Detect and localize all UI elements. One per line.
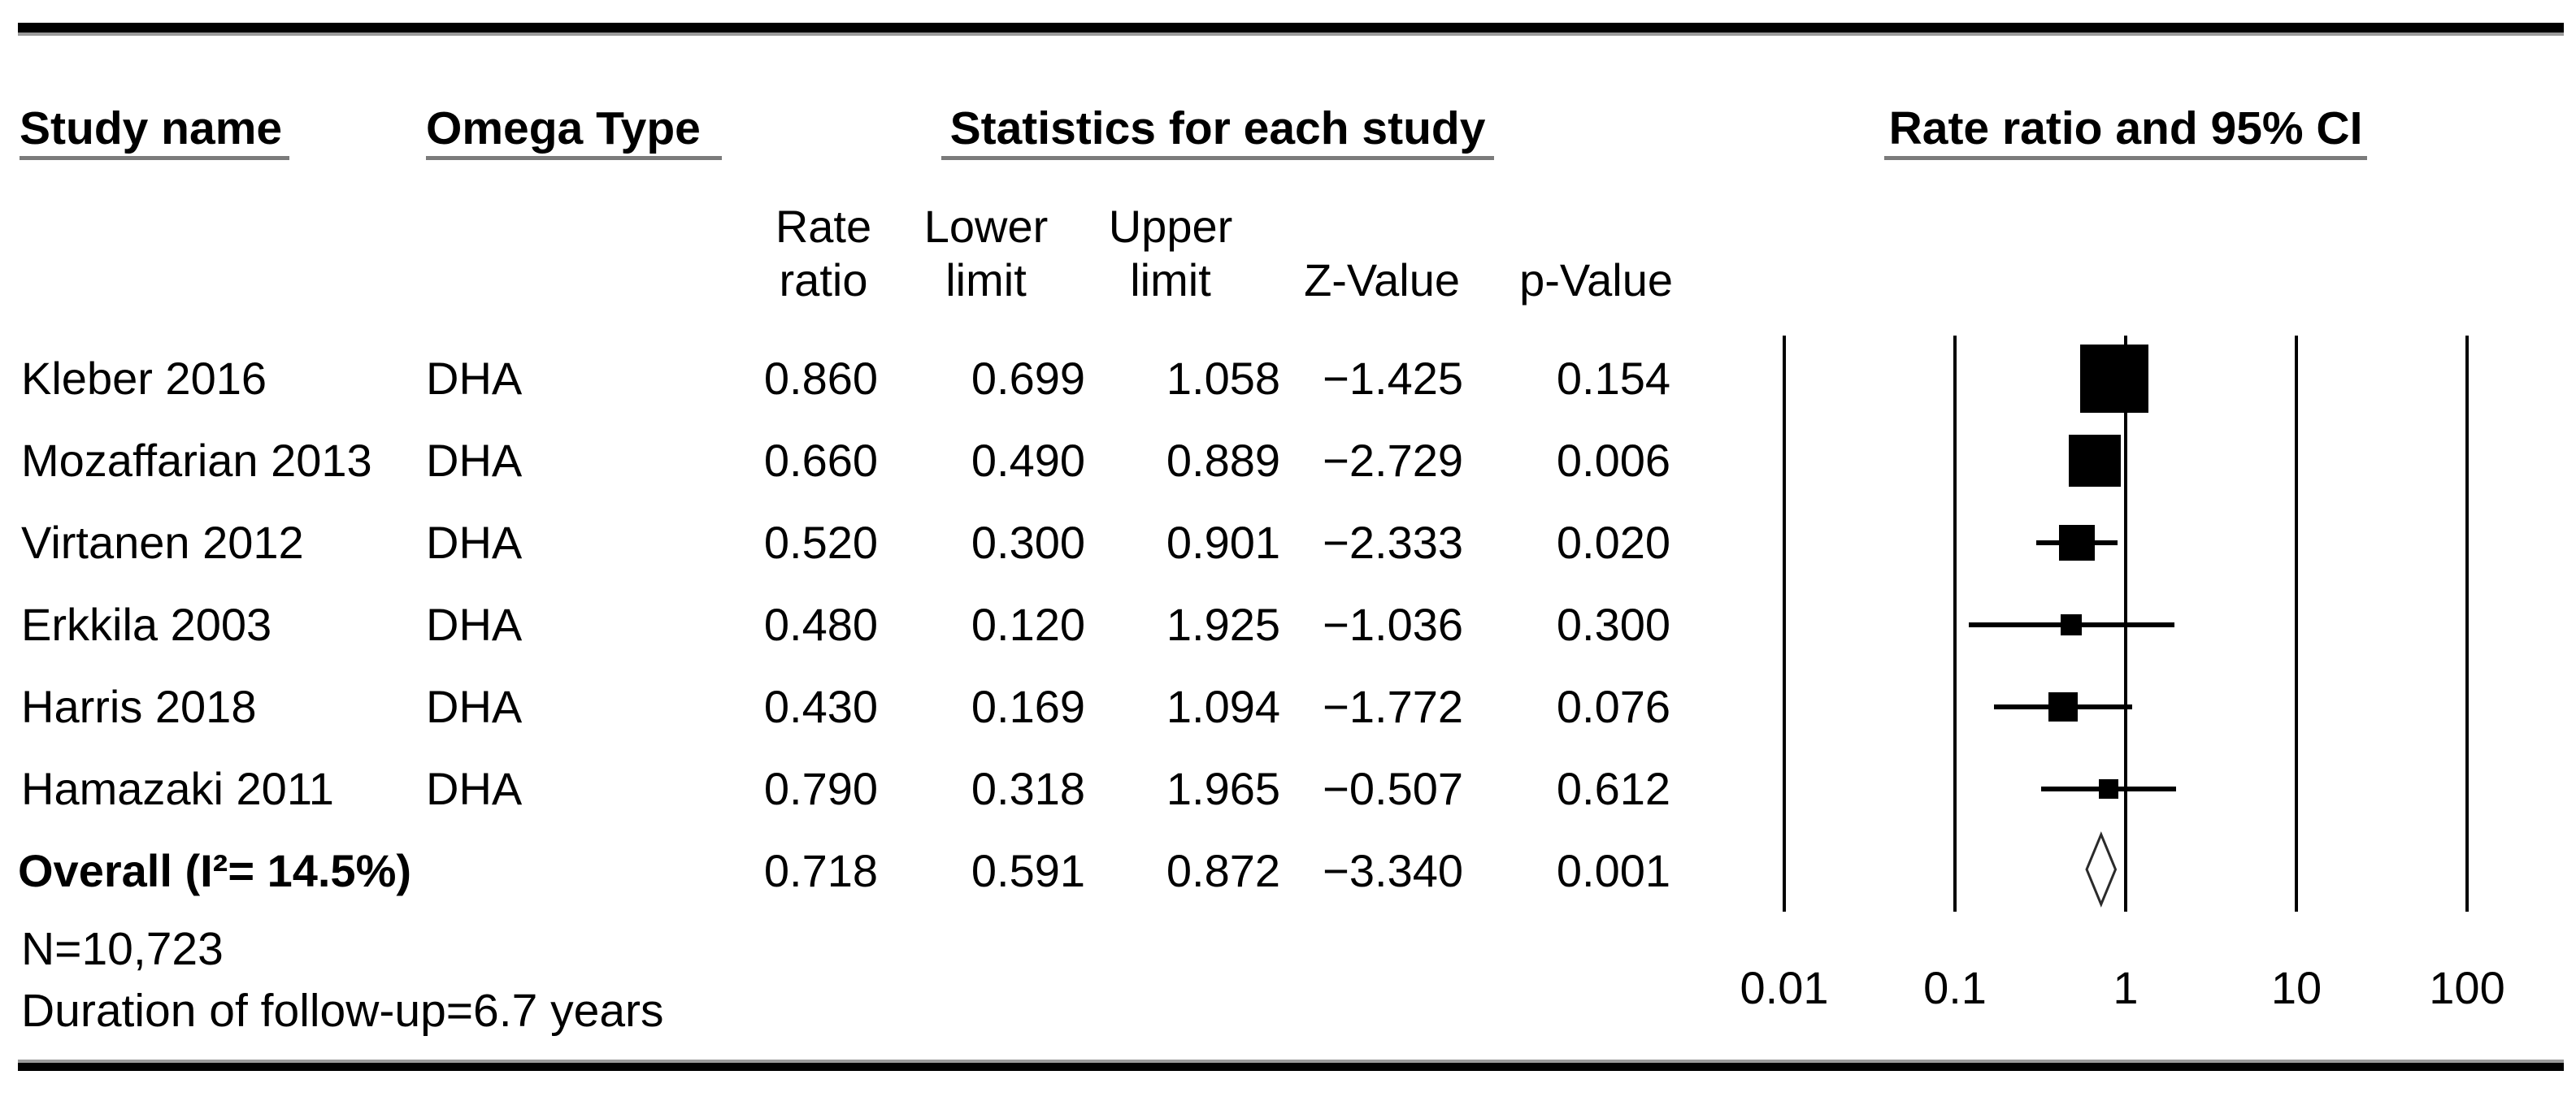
lower-limit-cell: 0.300: [971, 517, 1085, 568]
bottom-rule-shadow: [18, 1060, 2564, 1063]
axis-tick-label: 100: [2429, 962, 2505, 1013]
upper-limit-cell: 1.965: [1166, 763, 1280, 814]
subheader-lower-limit: Lower limit: [905, 200, 1067, 307]
top-rule-shadow: [18, 33, 2564, 36]
subheader-lower-limit-line2: limit: [945, 254, 1027, 306]
upper-limit-cell: 0.901: [1166, 517, 1280, 568]
study-name-cell: Harris 2018: [21, 681, 257, 732]
column-header-statistics: Statistics for each study: [941, 102, 1494, 160]
lower-limit-cell: 0.120: [971, 599, 1085, 650]
lower-limit-cell: 0.490: [971, 435, 1085, 486]
lower-limit-cell: 0.699: [971, 353, 1085, 404]
z-value-cell: −1.772: [1323, 681, 1463, 732]
p-value-cell: 0.006: [1556, 435, 1670, 486]
subheader-upper-limit-line2: limit: [1130, 254, 1211, 306]
rate-ratio-cell: 0.660: [763, 435, 878, 486]
rate-ratio-cell: 0.860: [763, 353, 878, 404]
z-value-cell: −2.729: [1323, 435, 1463, 486]
study-name-cell: Mozaffarian 2013: [21, 435, 372, 486]
column-header-omega-type: Omega Type: [426, 102, 722, 160]
column-header-plot: Rate ratio and 95% CI: [1884, 102, 2367, 160]
footer-sample-size: N=10,723: [21, 923, 224, 975]
p-value-cell: 0.300: [1556, 599, 1670, 650]
z-value-cell: −0.507: [1323, 763, 1463, 814]
axis-tick-label: 0.01: [1740, 962, 1829, 1013]
rate-ratio-cell: 0.430: [763, 681, 878, 732]
rate-ratio-cell: 0.718: [763, 845, 878, 896]
omega-type-cell: DHA: [426, 517, 523, 568]
column-header-study-name: Study name: [20, 102, 289, 160]
omega-type-cell: DHA: [426, 353, 523, 404]
omega-type-cell: DHA: [426, 681, 523, 732]
study-name-cell: Kleber 2016: [21, 353, 267, 404]
subheader-upper-limit: Upper limit: [1089, 200, 1252, 307]
omega-type-cell: DHA: [426, 599, 523, 650]
rate-ratio-cell: 0.790: [763, 763, 878, 814]
axis-tick-label: 1: [2113, 962, 2139, 1013]
rate-ratio-cell: 0.520: [763, 517, 878, 568]
z-value-cell: −2.333: [1323, 517, 1463, 568]
study-name-cell: Erkkila 2003: [21, 599, 272, 650]
lower-limit-cell: 0.169: [971, 681, 1085, 732]
z-value-cell: −1.425: [1323, 353, 1463, 404]
upper-limit-cell: 1.058: [1166, 353, 1280, 404]
p-value-cell: 0.612: [1556, 763, 1670, 814]
summary-diamond: [2085, 831, 2118, 908]
upper-limit-cell: 1.094: [1166, 681, 1280, 732]
point-estimate-marker: [2069, 435, 2122, 487]
axis-line: [1783, 336, 1786, 912]
study-name-cell: Overall (I²= 14.5%): [18, 845, 412, 896]
point-estimate-marker: [2061, 614, 2083, 635]
axis-line: [1953, 336, 1957, 912]
upper-limit-cell: 0.872: [1166, 845, 1280, 896]
footer-duration: Duration of follow-up=6.7 years: [21, 985, 664, 1037]
bottom-rule: [18, 1063, 2564, 1071]
subheader-lower-limit-line1: Lower: [923, 201, 1049, 252]
subheader-rate-ratio-line2: ratio: [779, 254, 868, 306]
point-estimate-marker: [2059, 525, 2096, 561]
z-value-cell: −3.340: [1323, 845, 1463, 896]
axis-line: [2465, 336, 2469, 912]
subheader-rate-ratio-line1: Rate: [775, 201, 872, 252]
omega-type-cell: DHA: [426, 435, 523, 486]
upper-limit-cell: 1.925: [1166, 599, 1280, 650]
subheader-rate-ratio: Rate ratio: [742, 200, 905, 307]
axis-tick-label: 0.1: [1923, 962, 1987, 1013]
point-estimate-marker: [2048, 692, 2079, 722]
study-name-cell: Virtanen 2012: [21, 517, 304, 568]
lower-limit-cell: 0.318: [971, 763, 1085, 814]
point-estimate-marker: [2098, 779, 2118, 799]
omega-type-cell: DHA: [426, 763, 523, 814]
z-value-cell: −1.036: [1323, 599, 1463, 650]
top-rule: [18, 23, 2564, 33]
point-estimate-marker: [2080, 345, 2149, 413]
p-value-cell: 0.001: [1556, 845, 1670, 896]
rate-ratio-cell: 0.480: [763, 599, 878, 650]
axis-line: [2295, 336, 2298, 912]
lower-limit-cell: 0.591: [971, 845, 1085, 896]
p-value-cell: 0.076: [1556, 681, 1670, 732]
study-name-cell: Hamazaki 2011: [21, 763, 334, 814]
p-value-cell: 0.020: [1556, 517, 1670, 568]
axis-tick-label: 10: [2270, 962, 2322, 1013]
p-value-cell: 0.154: [1556, 353, 1670, 404]
subheader-z-value: Z-Value: [1304, 254, 1460, 306]
subheader-p-value: p-Value: [1519, 254, 1673, 306]
upper-limit-cell: 0.889: [1166, 435, 1280, 486]
subheader-upper-limit-line1: Upper: [1108, 201, 1233, 252]
